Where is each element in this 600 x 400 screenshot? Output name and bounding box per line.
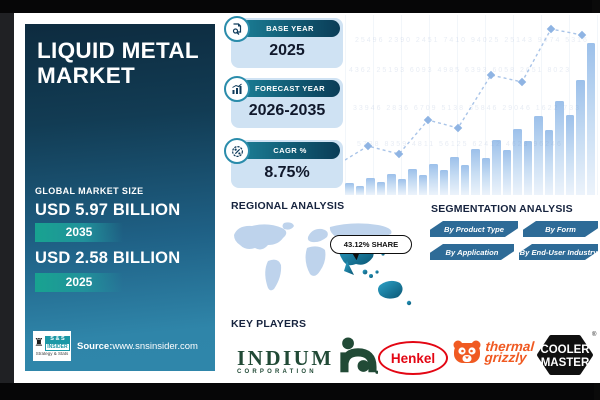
chart-bar: [429, 164, 438, 195]
chart-bar: [534, 116, 543, 195]
segment-button-form[interactable]: By Form: [523, 221, 598, 237]
thermal-line2: grizzly: [484, 350, 528, 365]
base-year-value: 2025: [269, 42, 305, 59]
logo-insider-text: INSIDER: [44, 342, 70, 351]
chart-bar: [492, 140, 501, 195]
region-australia: [378, 280, 403, 299]
chart-bar: [586, 43, 595, 195]
world-map: [234, 222, 412, 306]
continent-north-america: [234, 224, 287, 250]
chart-bar: [544, 130, 553, 195]
trend-line: [345, 24, 587, 161]
base-year-card: BASE YEAR 2025: [224, 16, 343, 68]
cagr-card: CAGR % 8.75%: [224, 138, 343, 188]
continent-south-america: [265, 259, 282, 291]
growth-chart-decoration: 25496 2390 2451 7410 94025 25143 9674 53…: [345, 15, 598, 195]
chart-bar: [345, 183, 354, 195]
source-url[interactable]: www.snsinsider.com: [112, 340, 198, 352]
cooler-line2: MASTER: [541, 357, 590, 369]
chart-noise: 4362 25193 6093 4985 6393 6058 2651 8023: [349, 67, 572, 74]
segmentation-analysis-title: SEGMENTATION ANALYSIS: [431, 203, 573, 215]
chart-bar: [439, 170, 448, 195]
chart-bar: [513, 129, 522, 195]
thermal-grizzly-logo: thermal grizzly: [452, 339, 535, 365]
frame-top: [0, 0, 592, 13]
segment-button-application[interactable]: By Application: [430, 244, 514, 260]
chart-bar: [418, 175, 427, 195]
bear-icon: [453, 340, 481, 363]
chart-noise: 25496 2390 2451 7410 94025 25143 9674 53…: [355, 37, 589, 44]
key-players-title: KEY PLAYERS: [231, 318, 307, 330]
segment-button-product-type[interactable]: By Product Type: [430, 221, 518, 237]
bar-chart-arrow-icon: [224, 76, 250, 102]
regional-analysis-title: REGIONAL ANALYSIS: [231, 200, 345, 212]
frame-left: [0, 0, 14, 400]
henkel-name: Henkel: [390, 350, 436, 366]
continent-africa: [305, 246, 326, 276]
chart-bars: [345, 43, 598, 195]
cagr-value: 8.75%: [264, 164, 310, 181]
indium-logo: INDIUM CORPORATION: [237, 337, 378, 375]
percent-circle-icon: [224, 138, 250, 164]
page-title: LIQUID METAL MARKET: [37, 38, 199, 89]
continent-greenland: [282, 222, 294, 230]
segment-button-end-user-industry[interactable]: By End-User Industry: [519, 244, 598, 260]
chart-bar: [502, 150, 511, 195]
chart-bar: [355, 186, 364, 195]
base-year-label: BASE YEAR: [240, 20, 340, 37]
chart-bar: [376, 182, 385, 195]
henkel-logo: Henkel: [378, 341, 448, 375]
frame-bottom: [0, 383, 594, 400]
cooler-reg-mark: ®: [592, 332, 597, 338]
cooler-line1: COOLER: [540, 344, 590, 356]
document-search-icon: [224, 16, 250, 42]
forecast-year-card: FORECAST YEAR 2026-2035: [224, 76, 343, 128]
chart-bar: [366, 178, 375, 195]
market-value-2025: USD 2.58 BILLION: [35, 249, 181, 267]
logo-ss-text: S & S: [44, 335, 70, 343]
chart-bar: [555, 101, 564, 195]
chart-bar: [481, 158, 490, 195]
chart-bar: [460, 165, 469, 195]
indium-mark-icon: [340, 337, 378, 374]
source-text: Source:www.snsinsider.com: [77, 341, 198, 352]
chart-bar: [450, 157, 459, 195]
cagr-label: CAGR %: [240, 142, 340, 159]
source-label: Source:: [77, 340, 113, 352]
forecast-year-value: 2026-2035: [248, 102, 326, 119]
source-row: ♜ S & S INSIDER Strategy & Stats Source:…: [33, 331, 198, 361]
chart-bar: [523, 141, 532, 195]
chart-bar: [408, 169, 417, 195]
chart-noise: 33946 2836 6709 5138 35846 29046 1622 73…: [353, 105, 581, 112]
year-badge-2025: 2025: [35, 273, 123, 292]
chart-bar: [565, 115, 574, 195]
forecast-year-label: FORECAST YEAR: [240, 80, 340, 97]
chart-bar: [471, 149, 480, 195]
chart-bar: [387, 174, 396, 195]
indium-sub: CORPORATION: [237, 369, 317, 375]
cooler-master-logo: COOLER MASTER: [536, 334, 594, 381]
share-callout: 43.12% SHARE: [330, 235, 412, 254]
logo-tagline: Strategy & Stats: [35, 350, 69, 356]
chart-bar: [576, 80, 585, 195]
rook-icon: ♜: [34, 336, 44, 349]
continent-europe: [307, 228, 328, 243]
indium-name: INDIUM: [237, 346, 334, 370]
year-badge-2035: 2035: [35, 223, 123, 242]
sns-insider-logo: ♜ S & S INSIDER Strategy & Stats: [33, 331, 71, 361]
region-india: [344, 261, 354, 275]
chart-bar: [397, 179, 406, 195]
left-panel: LIQUID METAL MARKET GLOBAL MARKET SIZE U…: [20, 19, 220, 376]
market-value-2035: USD 5.97 BILLION: [35, 201, 181, 219]
market-size-label: GLOBAL MARKET SIZE: [35, 186, 144, 196]
